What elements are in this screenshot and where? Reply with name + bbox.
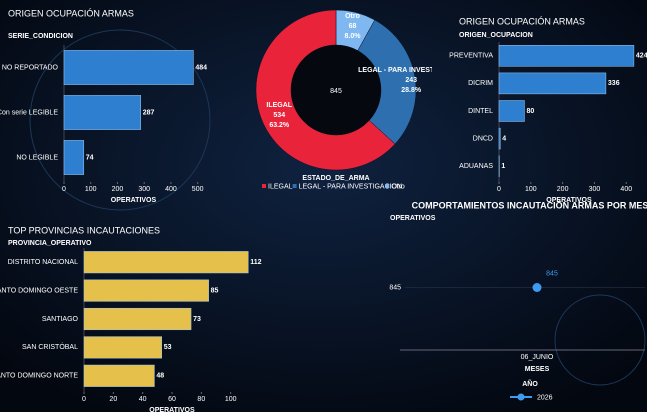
bar [498, 45, 635, 67]
legend-title: AÑO [522, 379, 538, 388]
y-tick-label: DNCD [473, 135, 493, 142]
data-label: 48 [156, 373, 164, 380]
bar [498, 100, 525, 122]
y-tick-label: NO LEGIBLE [16, 154, 58, 161]
bar [63, 140, 85, 175]
bar [83, 336, 162, 359]
line-point [532, 283, 542, 292]
legend-marker [517, 393, 525, 401]
data-label: 73 [193, 316, 201, 323]
x-tick-label: 40 [139, 396, 147, 403]
chart-title: ORIGEN OCUPACIÓN ARMAS [8, 8, 134, 18]
x-tick-label: 400 [620, 186, 632, 193]
bar [63, 50, 194, 85]
y-tick-label: ADUANAS [459, 163, 493, 170]
x-tick-label: 60 [168, 396, 176, 403]
slice-value: 68 [349, 23, 357, 30]
legend-swatch [262, 184, 266, 188]
bar [83, 307, 192, 331]
donut-total: 845 [330, 88, 342, 95]
axis-label: PROVINCIA_OPERATIVO [8, 240, 92, 247]
legend-swatch [385, 184, 390, 188]
x-tick-label: 500 [192, 186, 204, 193]
data-label: 74 [86, 154, 94, 161]
x-tick-label: 300 [138, 186, 150, 193]
data-label: 1 [501, 163, 505, 170]
bar [83, 364, 155, 387]
x-tick-label: 200 [112, 186, 124, 193]
axis-label: SERIE_CONDICION [8, 33, 73, 40]
bar [63, 95, 141, 130]
legend-label: 2026 [537, 394, 553, 401]
y-tick-label: DINTEL [468, 108, 493, 115]
chart-title: TOP PROVINCIAS INCAUTACIONES [8, 225, 160, 235]
x-tick-label: 0 [497, 186, 501, 193]
x-tick-label: 06_JUNIO [521, 354, 554, 361]
bar [498, 127, 501, 150]
y-tick-label: PREVENTIVA [449, 53, 493, 60]
data-label: 287 [143, 109, 155, 116]
x-tick-label: 300 [589, 186, 601, 193]
data-label: 484 [195, 64, 207, 71]
data-label: 53 [164, 344, 172, 351]
x-tick-label: 200 [557, 186, 569, 193]
x-tick-label: 0 [62, 186, 66, 193]
data-label: 112 [250, 259, 261, 266]
data-label: 4 [502, 135, 506, 142]
x-tick-label: 100 [525, 186, 537, 193]
decor-ring [29, 29, 211, 211]
bar [83, 279, 209, 302]
legend-label: LEGAL - PARA INVESTIGACION [299, 183, 402, 190]
y-tick-label: DISTRITO NACIONAL [8, 259, 78, 266]
x-tick-label: 100 [225, 396, 237, 403]
axis-label: MESES [525, 366, 550, 373]
axis-label: OPERATIVOS [149, 407, 195, 412]
y-tick-label: NO REPORTADO [2, 64, 59, 71]
axis-label: ORIGEN_OCUPACION [459, 32, 533, 39]
axis-label: OPERATIVOS [111, 197, 157, 204]
x-tick-label: 400 [165, 186, 177, 193]
x-tick-label: 100 [85, 186, 97, 193]
axis-label: OPERATIVOS [546, 197, 592, 204]
y-tick-label: SAN CRISTÓBAL [22, 342, 78, 351]
chart-title: COMPORTAMIENTOS INCAUTACIÓN ARMAS POR ME… [412, 199, 647, 210]
chart-title: ORIGEN OCUPACIÓN ARMAS [459, 16, 585, 26]
legend-label: Otro [391, 183, 405, 190]
y-tick-label: DICRIM [468, 80, 493, 87]
bar [498, 72, 607, 95]
slice-percent: 63.2% [269, 122, 290, 129]
slice-label: Otro [345, 13, 360, 20]
data-label: 845 [546, 270, 558, 277]
y-tick-label: Con serie LEGIBLE [0, 109, 58, 116]
decor-ring [554, 294, 646, 386]
legend-label: ILEGAL [268, 183, 293, 190]
bar [83, 251, 249, 274]
data-label: 336 [608, 80, 620, 87]
y-tick-label: SANTO DOMINGO OESTE [0, 287, 78, 294]
slice-value: 243 [405, 77, 417, 84]
y-tick-label: 845 [389, 284, 401, 291]
x-tick-label: 0 [82, 396, 86, 403]
slice-label: ILEGAL [266, 102, 292, 109]
x-tick-label: 80 [197, 396, 205, 403]
data-label: 424 [636, 53, 647, 60]
slice-percent: 8.0% [345, 33, 362, 40]
slice-value: 534 [273, 112, 285, 119]
legend-swatch [292, 184, 297, 188]
y-tick-label: SANTIAGO [42, 316, 79, 323]
x-tick-label: 20 [109, 396, 117, 403]
slice-label: LEGAL - PARA INVESTIGACION [358, 67, 464, 74]
axis-label: OPERATIVOS [390, 215, 436, 222]
slice-percent: 28.8% [401, 87, 422, 94]
legend-title: ESTADO_DE_ARMA [302, 175, 369, 182]
donut-hole [291, 45, 381, 135]
data-label: 85 [211, 287, 219, 294]
data-label: 80 [526, 108, 534, 115]
y-tick-label: SANTO DOMINGO NORTE [0, 373, 78, 380]
